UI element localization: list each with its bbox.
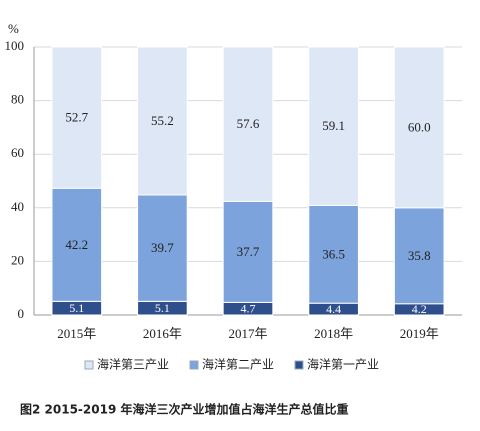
y-axis-label: % xyxy=(8,21,19,36)
x-tick-label: 2015年 xyxy=(57,326,96,341)
bar-segment xyxy=(137,194,188,302)
y-tick-label: 100 xyxy=(5,38,25,53)
y-tick-label: 80 xyxy=(11,92,24,107)
bar-segment xyxy=(137,46,188,196)
value-label: 37.7 xyxy=(237,244,260,259)
caption: 图2 2015-2019 年海洋三次产业增加值占海洋生产总值比重 xyxy=(20,402,348,417)
x-tick-label: 2016年 xyxy=(143,326,182,341)
legend-swatch xyxy=(294,360,304,370)
value-label: 4.4 xyxy=(326,302,341,316)
bar-segment xyxy=(51,46,103,189)
x-tick-label: 2019年 xyxy=(400,326,439,341)
value-label: 4.7 xyxy=(241,301,256,315)
value-label: 59.1 xyxy=(322,118,345,133)
value-label: 42.2 xyxy=(65,237,88,252)
legend-swatch xyxy=(189,360,199,370)
x-tick-label: 2017年 xyxy=(228,326,267,341)
legend-label: 海洋第一产业 xyxy=(307,357,379,372)
legend-label: 海洋第二产业 xyxy=(202,357,274,372)
bar-segment xyxy=(393,207,445,305)
value-label: 55.2 xyxy=(151,113,174,128)
legend-label: 海洋第三产业 xyxy=(97,357,169,372)
value-label: 36.5 xyxy=(322,246,345,261)
bar-segment xyxy=(51,187,103,302)
value-label: 52.7 xyxy=(65,110,88,125)
value-label: 60.0 xyxy=(408,119,431,134)
bar-segment xyxy=(393,46,445,209)
x-tick-label: 2018年 xyxy=(314,326,353,341)
value-label: 4.2 xyxy=(412,302,427,316)
y-tick-label: 60 xyxy=(11,145,24,160)
y-tick-label: 0 xyxy=(18,306,25,321)
legend-swatch xyxy=(84,360,94,370)
bar-segment xyxy=(222,200,274,303)
y-tick-label: 20 xyxy=(11,252,24,267)
y-tick-label: 40 xyxy=(11,199,24,214)
value-label: 35.8 xyxy=(408,248,431,263)
bar-segment xyxy=(308,204,359,304)
bar-segment xyxy=(222,46,274,202)
value-label: 5.1 xyxy=(69,301,84,315)
value-label: 39.7 xyxy=(151,240,174,255)
bar-segment xyxy=(308,46,359,206)
value-label: 5.1 xyxy=(155,301,170,315)
value-label: 57.6 xyxy=(237,116,260,131)
